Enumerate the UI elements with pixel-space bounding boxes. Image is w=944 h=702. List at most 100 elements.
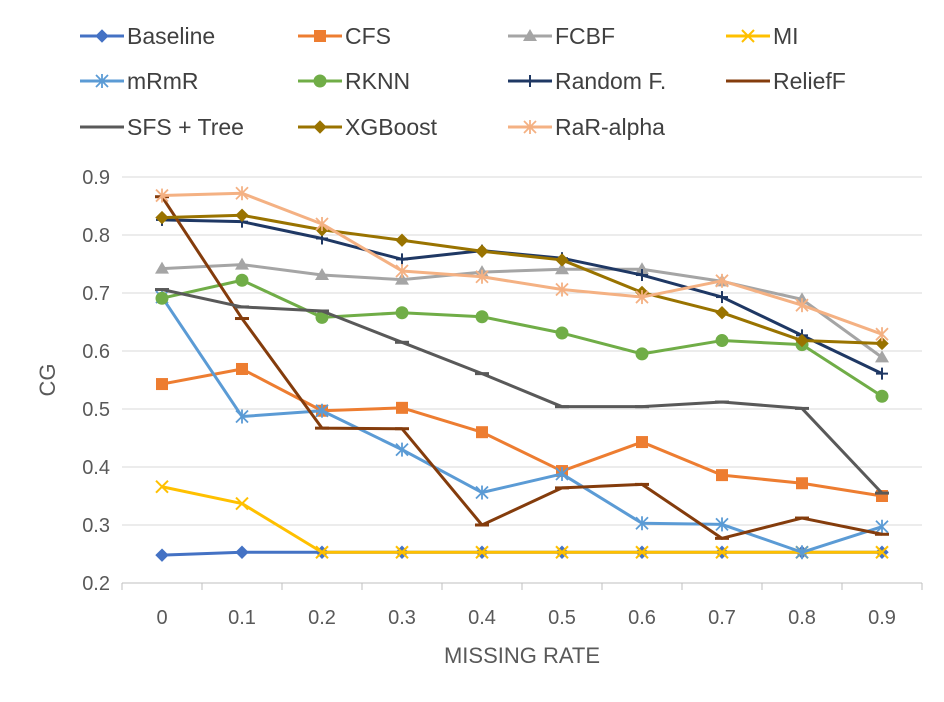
data-point-fcbf — [875, 350, 889, 363]
data-point-rknn — [875, 389, 889, 403]
data-point-xgboost — [475, 244, 489, 258]
legend-label: Random F. — [555, 68, 666, 94]
data-point-rar-alpha — [635, 290, 649, 305]
data-point-mi — [875, 545, 889, 559]
data-point-xgboost — [715, 306, 729, 320]
legend-marker — [313, 74, 327, 88]
data-point-mi — [155, 480, 169, 494]
data-point-fcbf — [395, 272, 409, 285]
data-point-random-f — [716, 291, 728, 304]
legend-label: Baseline — [127, 23, 215, 49]
legend-item-baseline: Baseline — [80, 23, 215, 49]
series-line-rknn — [161, 278, 883, 398]
data-point-mrmr — [395, 442, 409, 457]
legend-marker — [95, 74, 109, 88]
x-tick-label: 0 — [156, 607, 167, 629]
legend-item-rknn: RKNN — [298, 68, 410, 94]
y-tick-label: 0.8 — [82, 225, 110, 247]
x-tick-label: 0.3 — [388, 607, 416, 629]
series-line-xgboost — [161, 213, 883, 345]
data-point-rknn — [395, 306, 409, 320]
series-line-fcbf — [161, 263, 883, 359]
data-point-mrmr — [235, 409, 249, 424]
y-tick-label: 0.3 — [82, 515, 110, 537]
series-line-mi — [161, 485, 882, 554]
data-point-rar-alpha — [315, 216, 329, 231]
data-point-rknn — [475, 310, 489, 324]
legend-item-random-f: Random F. — [508, 68, 666, 94]
legend-label: FCBF — [555, 23, 615, 49]
series-rar-alpha — [155, 186, 889, 342]
legend-label: RaR-alpha — [555, 114, 665, 140]
series-line-mrmr — [160, 296, 883, 554]
legend-marker — [95, 29, 109, 43]
series-line-sfs-tree — [161, 288, 884, 495]
legend-marker — [741, 29, 755, 43]
data-point-fcbf — [155, 261, 169, 274]
data-point-cfs — [716, 469, 728, 482]
data-point-rar-alpha — [155, 188, 169, 203]
data-point-mrmr — [475, 485, 489, 500]
data-point-rar-alpha — [875, 327, 889, 342]
x-tick-label: 0.1 — [228, 607, 256, 629]
series-line-relieff — [160, 195, 883, 540]
y-tick-label: 0.5 — [82, 399, 110, 421]
data-point-baseline — [155, 548, 169, 562]
legend-item-rar-alpha: RaR-alpha — [508, 114, 665, 140]
series-lines — [155, 186, 889, 562]
data-point-mi — [475, 545, 489, 559]
data-point-mi — [555, 545, 569, 559]
x-tick-label: 0.5 — [548, 607, 576, 629]
data-point-mi — [315, 545, 329, 559]
y-axis-title: CG — [35, 364, 60, 397]
data-point-mrmr — [875, 519, 889, 534]
data-point-mrmr — [635, 516, 649, 531]
data-point-xgboost — [235, 208, 249, 222]
data-point-fcbf — [635, 262, 649, 275]
series-cfs — [156, 362, 888, 502]
data-point-rknn — [555, 326, 569, 340]
data-point-xgboost — [395, 233, 409, 247]
data-point-mi — [235, 496, 249, 511]
legend: Baseline CFS FCBF MI mRmR RKNN Random F. Relief… — [80, 23, 846, 140]
legend-label: SFS + Tree — [127, 114, 244, 140]
data-point-rar-alpha — [475, 269, 489, 284]
y-tick-label: 0.6 — [82, 341, 110, 363]
y-tick-label: 0.4 — [82, 457, 110, 479]
data-point-xgboost — [555, 253, 569, 267]
axes: 0.2 0.3 0.4 0.5 0.6 0.7 0.8 0.9 0 0.1 0.2 0.3 0.4 0.5… — [82, 167, 923, 629]
legend-marker — [314, 30, 326, 42]
series-xgboost — [155, 208, 889, 351]
y-tick-label: 0.7 — [82, 283, 110, 305]
data-point-mi — [715, 545, 729, 559]
data-point-mrmr — [315, 403, 329, 418]
data-point-rknn — [635, 347, 649, 361]
legend-marker — [523, 29, 537, 41]
legend-label: XGBoost — [345, 114, 438, 140]
data-point-random-f — [636, 269, 648, 282]
data-point-cfs — [396, 401, 408, 414]
x-tick-label: 0.6 — [628, 607, 656, 629]
data-point-rar-alpha — [795, 298, 809, 313]
data-point-cfs — [156, 378, 168, 391]
legend-marker — [524, 75, 536, 87]
data-point-rknn — [155, 291, 169, 305]
x-tick-label: 0.2 — [308, 607, 336, 629]
x-tick-label: 0.7 — [708, 607, 736, 629]
data-point-cfs — [636, 436, 648, 449]
series-sfs-tree — [155, 288, 889, 495]
data-point-baseline — [235, 545, 249, 559]
legend-item-fcbf: FCBF — [508, 23, 615, 49]
data-point-mrmr — [715, 517, 729, 532]
series-mi — [155, 480, 889, 559]
data-point-rknn — [315, 310, 329, 324]
data-point-mrmr — [795, 545, 809, 560]
legend-label: CFS — [345, 23, 391, 49]
legend-item-cfs: CFS — [298, 23, 391, 49]
y-tick-label: 0.2 — [82, 573, 110, 595]
legend-label: mRmR — [127, 68, 199, 94]
data-point-xgboost — [795, 333, 809, 348]
series-line-cfs — [161, 367, 883, 498]
